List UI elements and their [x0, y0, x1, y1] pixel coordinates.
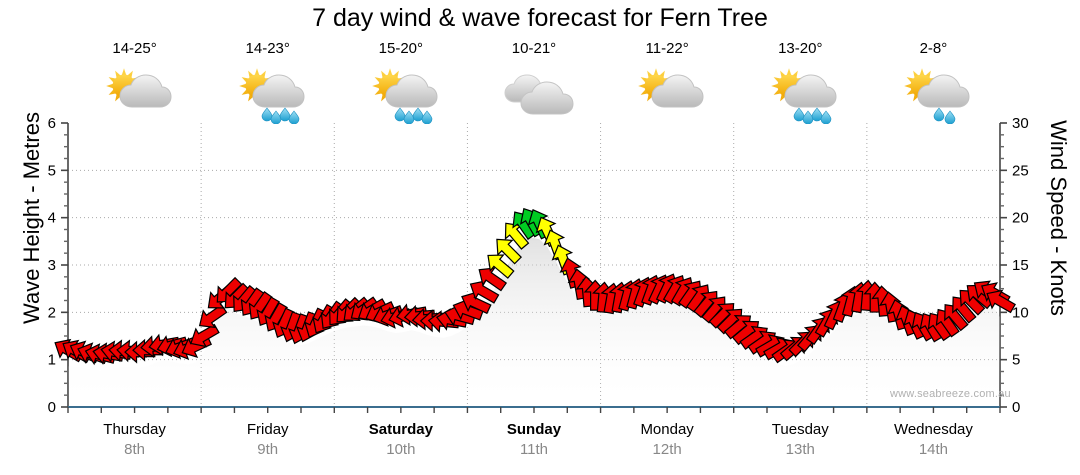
day-date: 8th — [124, 441, 145, 458]
cloud-icon — [917, 74, 970, 108]
temperature-range-wednesday: 2-8° — [919, 40, 948, 57]
cloud-icon — [252, 74, 305, 108]
temperature-range-monday: 11-22° — [645, 40, 689, 57]
wind-arrow-marker — [478, 267, 508, 292]
day-label-tuesday: Tuesday 13th — [734, 420, 867, 460]
right-axis-tick-label: 20 — [1012, 210, 1029, 227]
sun-cloud-rain-icon — [201, 62, 334, 124]
wind-arrow-marker — [496, 238, 523, 265]
wind-arrow-glyph — [986, 289, 1016, 314]
right-axis-tick-label: 25 — [1012, 162, 1029, 179]
right-axis-tick-label: 5 — [1012, 352, 1020, 369]
sun-cloud-icon — [601, 62, 734, 124]
temperature-row: 14-25° 14-23° 15-20° 10-21° 11-22° 13-20° 2-8° — [68, 40, 1000, 64]
raindrop-icon — [793, 107, 805, 122]
day-date: 13th — [785, 441, 815, 458]
right-axis-tick-label: 15 — [1012, 257, 1029, 274]
day-label-thursday: Thursday 8th — [68, 420, 201, 460]
wind-arrow-glyph — [190, 323, 220, 348]
raindrop-icon — [394, 107, 406, 122]
wind-arrow-glyph — [487, 254, 515, 279]
right-axis-tick-label: 30 — [1012, 115, 1029, 132]
sun-cloud-rain-light-icon — [867, 62, 1000, 124]
day-label-row: Thursday 8th Friday 9th Saturday 10th Sunday 11… — [68, 420, 1000, 470]
temperature-range-tuesday: 13-20° — [778, 40, 823, 57]
left-axis-tick-label: 6 — [48, 115, 56, 132]
day-name: Sunday — [506, 421, 562, 438]
day-name: Monday — [640, 421, 694, 438]
cloud-icon — [385, 74, 438, 108]
right-axis-tick-label: 0 — [1012, 399, 1020, 416]
wind-arrow-glyph — [478, 267, 508, 292]
left-axis-tick-label: 4 — [48, 210, 56, 227]
cloud-icon — [651, 74, 704, 108]
day-date: 9th — [257, 441, 279, 458]
day-name: Saturday — [368, 421, 433, 438]
temperature-range-friday: 14-23° — [245, 40, 290, 57]
day-date: 14th — [918, 441, 949, 458]
left-axis-tick-label: 0 — [48, 399, 56, 416]
left-axis-tick-label: 2 — [48, 304, 56, 321]
wave-height-shadow — [68, 237, 1000, 407]
day-date: 10th — [386, 441, 416, 458]
day-label-sunday: Sunday 11th — [467, 420, 600, 460]
sun-cloud-rain-icon — [334, 62, 467, 124]
day-label-monday: Monday 12th — [601, 420, 734, 460]
day-date: 11th — [519, 441, 549, 458]
day-name: Friday — [246, 421, 289, 438]
watermark: www.seabreeze.com.au — [890, 388, 1011, 400]
day-name: Tuesday — [771, 421, 829, 438]
temperature-range-thursday: 14-25° — [112, 40, 157, 57]
raindrop-icon — [279, 107, 291, 122]
sun-cloud-rain-icon — [734, 62, 867, 124]
page-title: 7 day wind & wave forecast for Fern Tree — [312, 4, 768, 32]
raindrop-icon — [421, 110, 433, 124]
raindrop-icon — [261, 107, 273, 122]
wind-arrow-marker — [190, 323, 220, 348]
wind-arrow-series — [54, 207, 1016, 366]
day-label-saturday: Saturday 10th — [334, 420, 467, 460]
wind-arrow-marker — [487, 254, 515, 279]
raindrop-icon — [820, 110, 832, 124]
cloud-icon — [467, 62, 600, 124]
temperature-range-saturday: 15-20° — [378, 40, 424, 57]
cloud-icon — [119, 74, 172, 108]
day-name: Thursday — [103, 421, 166, 438]
wind-arrow-marker — [986, 289, 1016, 314]
left-axis-tick-label: 3 — [48, 257, 56, 274]
left-axis-tick-label: 1 — [48, 352, 56, 369]
raindrop-icon — [945, 110, 956, 124]
cloud-front-icon — [520, 81, 574, 115]
left-axis-tick-label: 5 — [48, 162, 56, 179]
sun-cloud-icon — [68, 62, 201, 124]
raindrop-icon — [934, 107, 945, 122]
cloud-icon — [784, 74, 837, 108]
day-label-friday: Friday 9th — [201, 420, 334, 460]
temperature-range-sunday: 10-21° — [511, 40, 557, 57]
day-name: Wednesday — [893, 421, 973, 438]
wind-arrow-glyph — [496, 238, 523, 265]
weather-icon-row — [68, 62, 1000, 124]
raindrop-icon — [412, 107, 424, 122]
day-date: 12th — [652, 441, 682, 458]
day-label-wednesday: Wednesday 14th — [867, 420, 1000, 460]
raindrop-icon — [811, 107, 823, 122]
raindrop-icon — [288, 110, 300, 124]
right-axis-tick-label: 10 — [1012, 304, 1029, 321]
